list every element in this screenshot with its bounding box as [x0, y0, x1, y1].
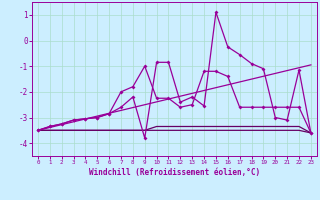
X-axis label: Windchill (Refroidissement éolien,°C): Windchill (Refroidissement éolien,°C) — [89, 168, 260, 177]
